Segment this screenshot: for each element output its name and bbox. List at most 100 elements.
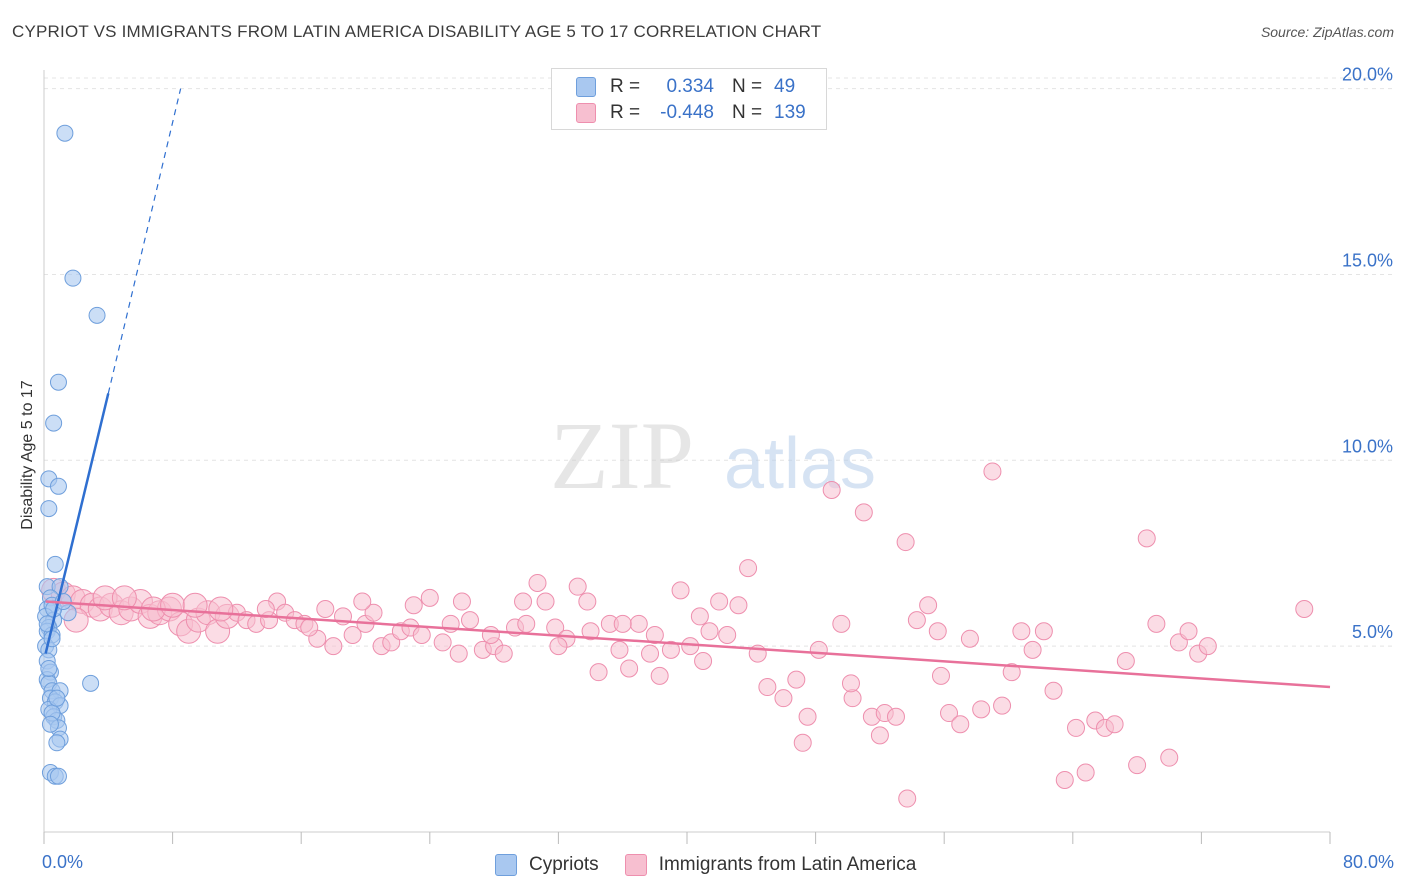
latin-point <box>433 633 452 652</box>
latin-point <box>412 625 431 644</box>
legend-row-latin: R = -0.448 N = 139 <box>576 101 814 125</box>
latin-point <box>324 637 343 656</box>
watermark-zip: ZIP <box>550 402 694 509</box>
latin-point <box>774 689 793 708</box>
chart-title: CYPRIOT VS IMMIGRANTS FROM LATIN AMERICA… <box>12 22 822 41</box>
n-value: 139 <box>774 102 806 123</box>
latin-point <box>536 592 555 611</box>
latin-point <box>256 599 275 618</box>
latin-point <box>729 596 748 615</box>
latin-point <box>111 585 137 611</box>
latin-point <box>460 611 479 630</box>
cypriot-trend-extension <box>107 88 182 394</box>
cypriot-point <box>40 659 58 677</box>
legend-label-latin: Immigrants from Latin America <box>658 854 917 875</box>
latin-point <box>758 678 777 697</box>
latin-point <box>1147 614 1166 633</box>
latin-point <box>854 503 873 522</box>
latin-point <box>208 596 234 622</box>
cypriot-point <box>82 674 100 692</box>
y-tick-label: 20.0% <box>1342 65 1393 85</box>
latin-point <box>1023 640 1042 659</box>
latin-point <box>1116 652 1135 671</box>
legend-series: Cypriots Immigrants from Latin America <box>495 852 942 878</box>
latin-point <box>645 625 664 644</box>
latin-point <box>1295 599 1314 618</box>
cypriot-point <box>49 767 67 785</box>
legend-stats: R = 0.334 N = 49 R = -0.448 N = 139 <box>551 68 827 130</box>
source-label: Source: ZipAtlas.com <box>1260 24 1394 40</box>
cypriot-points <box>37 124 106 785</box>
latin-points <box>41 462 1314 808</box>
latin-point <box>404 596 423 615</box>
watermark: ZIP atlas <box>550 402 876 509</box>
latin-point <box>1076 763 1095 782</box>
latin-point <box>641 644 660 663</box>
cypriot-trend-line <box>44 393 110 654</box>
latin-point <box>1044 681 1063 700</box>
latin-point <box>300 618 319 637</box>
cypriots-swatch <box>495 854 517 876</box>
latin-point <box>681 637 700 656</box>
n-value: 49 <box>774 76 796 97</box>
latin-point <box>353 592 372 611</box>
legend-item-latin: Immigrants from Latin America <box>624 854 917 876</box>
latin-point <box>793 733 812 752</box>
latin-point <box>549 637 568 656</box>
latin-point <box>589 663 608 682</box>
r-value: 0.334 <box>666 76 714 97</box>
latin-point <box>494 644 513 663</box>
legend-item-cypriots: Cypriots <box>495 854 599 876</box>
cypriot-point <box>41 715 59 733</box>
latin-point <box>1160 748 1179 767</box>
latin-point <box>694 652 713 671</box>
grid-layer <box>44 77 1395 647</box>
latin-point <box>182 592 208 618</box>
legend-row-cypriots: R = 0.334 N = 49 <box>576 75 814 99</box>
latin-point <box>690 607 709 626</box>
latin-point <box>581 622 600 641</box>
latin-point <box>316 599 335 618</box>
latin-point <box>907 611 926 630</box>
trend-lines <box>44 88 1331 689</box>
latin-point <box>841 674 860 693</box>
cypriot-point <box>64 269 82 287</box>
y-tick-label: 15.0% <box>1342 250 1393 270</box>
cypriot-point <box>45 414 63 432</box>
n-label: N = <box>732 76 763 97</box>
legend-label-cypriots: Cypriots <box>529 854 599 875</box>
latin-point <box>1055 770 1074 789</box>
latin-point <box>809 640 828 659</box>
latin-point <box>931 666 950 685</box>
n-label: N = <box>732 102 763 123</box>
latin-point <box>613 614 632 633</box>
latin-point <box>364 603 383 622</box>
latin-point <box>940 704 959 723</box>
latin-point <box>1034 622 1053 641</box>
latin-point <box>928 622 947 641</box>
y-tick-label: 10.0% <box>1342 436 1393 456</box>
latin-point <box>620 659 639 678</box>
latin-point <box>960 629 979 648</box>
latin-point <box>896 533 915 552</box>
cypriot-point <box>48 734 66 752</box>
latin-point <box>452 592 471 611</box>
latin-point <box>739 559 758 578</box>
latin-point <box>343 625 362 644</box>
latin-point <box>481 625 500 644</box>
latin-point <box>671 581 690 600</box>
latin-point <box>700 622 719 641</box>
axis-layer: 5.0% 10.0% 15.0% 20.0% <box>43 65 1393 844</box>
latin-swatch <box>576 103 596 123</box>
latin-point <box>629 614 648 633</box>
latin-point <box>972 700 991 719</box>
latin-point <box>798 707 817 726</box>
x-tick-min: 0.0% <box>42 852 84 872</box>
cypriot-point <box>49 373 67 391</box>
latin-point <box>449 644 468 663</box>
latin-trend-line <box>45 600 1331 689</box>
latin-point <box>710 592 729 611</box>
latin-point <box>1137 529 1156 548</box>
watermark-atlas: atlas <box>724 424 876 504</box>
